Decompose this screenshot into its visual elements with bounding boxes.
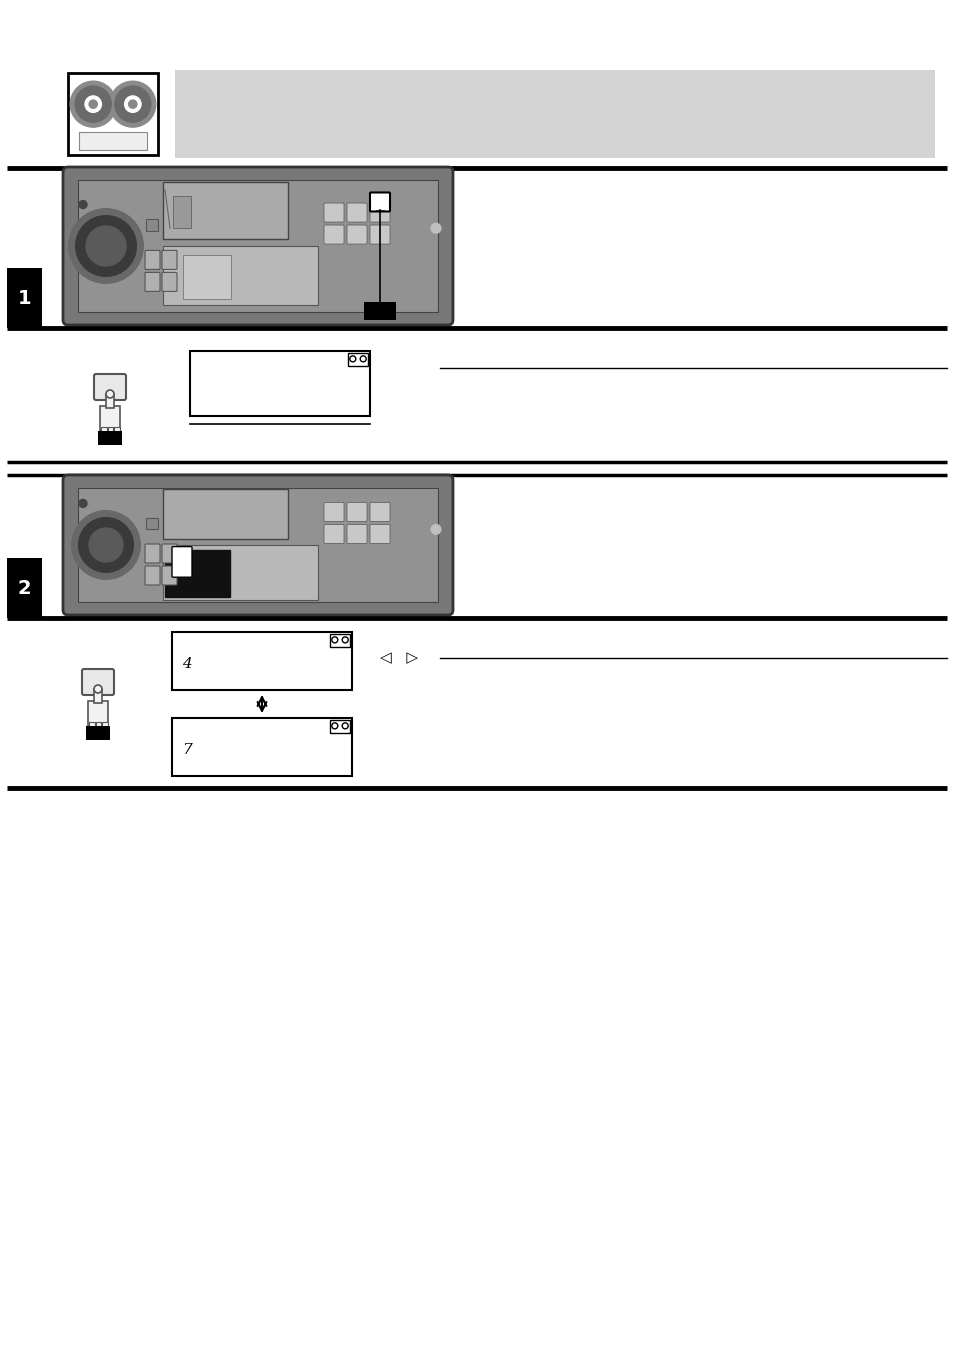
FancyBboxPatch shape xyxy=(162,544,177,562)
Bar xyxy=(95,722,101,730)
Circle shape xyxy=(94,685,102,694)
Circle shape xyxy=(114,87,151,122)
Circle shape xyxy=(431,223,440,234)
Circle shape xyxy=(75,87,112,122)
Bar xyxy=(79,132,147,150)
FancyBboxPatch shape xyxy=(145,272,160,292)
Circle shape xyxy=(71,81,116,127)
Bar xyxy=(86,726,110,740)
Bar xyxy=(78,180,437,312)
Bar xyxy=(172,196,191,228)
FancyBboxPatch shape xyxy=(347,224,367,245)
Bar xyxy=(172,631,352,690)
FancyBboxPatch shape xyxy=(324,203,344,222)
Bar xyxy=(183,256,231,299)
FancyBboxPatch shape xyxy=(324,503,344,522)
Text: ◁   ▷: ◁ ▷ xyxy=(379,650,417,665)
Circle shape xyxy=(85,96,101,112)
FancyBboxPatch shape xyxy=(370,525,390,544)
Text: 4: 4 xyxy=(182,657,192,671)
Text: 7: 7 xyxy=(182,742,192,757)
Bar xyxy=(174,70,934,158)
Circle shape xyxy=(86,226,126,266)
Bar xyxy=(68,73,158,155)
FancyBboxPatch shape xyxy=(347,525,367,544)
Circle shape xyxy=(71,510,141,580)
Bar xyxy=(94,690,102,703)
Circle shape xyxy=(79,518,132,572)
Circle shape xyxy=(79,200,87,208)
Circle shape xyxy=(125,96,141,112)
Circle shape xyxy=(89,529,123,562)
Circle shape xyxy=(76,216,136,276)
FancyBboxPatch shape xyxy=(347,503,367,522)
Circle shape xyxy=(89,100,97,108)
Bar xyxy=(330,721,350,733)
Bar xyxy=(108,427,112,435)
FancyBboxPatch shape xyxy=(145,544,160,562)
Bar xyxy=(163,545,317,599)
Bar xyxy=(163,183,288,238)
Bar xyxy=(172,718,352,776)
Bar xyxy=(165,550,230,598)
Circle shape xyxy=(79,499,87,507)
Circle shape xyxy=(68,208,144,284)
FancyBboxPatch shape xyxy=(145,250,160,269)
FancyBboxPatch shape xyxy=(347,203,367,222)
FancyBboxPatch shape xyxy=(63,475,453,615)
Bar xyxy=(364,303,395,320)
Bar xyxy=(113,427,119,435)
FancyBboxPatch shape xyxy=(145,566,160,585)
Bar xyxy=(106,393,113,408)
FancyBboxPatch shape xyxy=(324,525,344,544)
Bar xyxy=(78,488,437,602)
Bar xyxy=(146,518,158,530)
FancyBboxPatch shape xyxy=(82,669,113,695)
Bar xyxy=(330,634,350,648)
Bar xyxy=(101,427,107,435)
Text: 1: 1 xyxy=(18,288,31,307)
Bar xyxy=(348,353,368,366)
FancyBboxPatch shape xyxy=(370,203,390,222)
Bar xyxy=(102,722,108,730)
Bar xyxy=(98,431,122,445)
Bar xyxy=(7,558,42,618)
Circle shape xyxy=(431,525,440,534)
FancyBboxPatch shape xyxy=(370,503,390,522)
Bar xyxy=(163,246,317,306)
Text: 2: 2 xyxy=(18,579,31,598)
Circle shape xyxy=(110,81,155,127)
Bar xyxy=(88,700,108,726)
FancyBboxPatch shape xyxy=(162,566,177,585)
Bar xyxy=(163,489,288,538)
FancyBboxPatch shape xyxy=(162,272,177,292)
FancyBboxPatch shape xyxy=(370,192,390,211)
Circle shape xyxy=(129,100,137,108)
Bar xyxy=(146,219,158,231)
FancyBboxPatch shape xyxy=(94,375,126,400)
FancyBboxPatch shape xyxy=(370,224,390,245)
FancyBboxPatch shape xyxy=(63,168,453,324)
Bar xyxy=(100,406,120,431)
Bar xyxy=(7,268,42,329)
FancyBboxPatch shape xyxy=(162,250,177,269)
Bar xyxy=(190,352,370,416)
FancyBboxPatch shape xyxy=(324,224,344,245)
Bar xyxy=(89,722,94,730)
Circle shape xyxy=(106,389,113,397)
FancyBboxPatch shape xyxy=(172,546,192,577)
